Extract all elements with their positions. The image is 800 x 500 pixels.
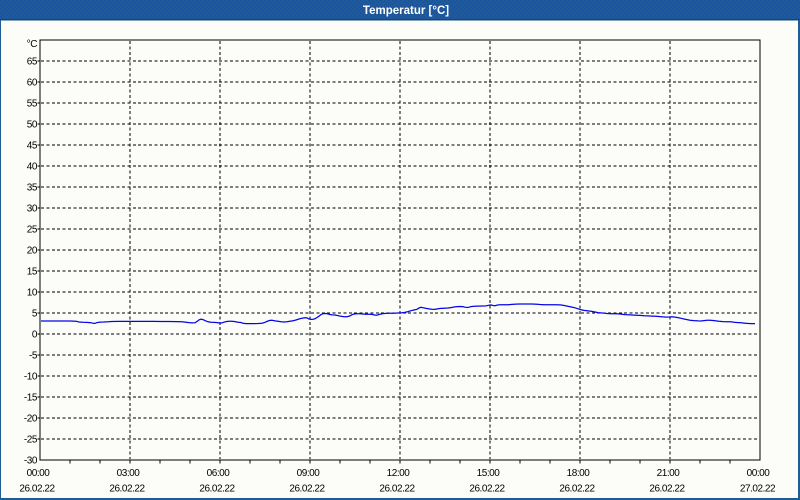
svg-text:26.02.22: 26.02.22 bbox=[289, 484, 325, 495]
svg-text:60: 60 bbox=[27, 78, 38, 89]
svg-text:-5: -5 bbox=[29, 351, 38, 362]
svg-text:-30: -30 bbox=[24, 456, 38, 467]
svg-text:45: 45 bbox=[27, 141, 38, 152]
svg-text:40: 40 bbox=[27, 162, 38, 173]
svg-text:°C: °C bbox=[27, 39, 38, 50]
svg-text:30: 30 bbox=[27, 204, 38, 215]
svg-text:0: 0 bbox=[32, 330, 38, 341]
svg-text:26.02.22: 26.02.22 bbox=[649, 484, 685, 495]
svg-text:15: 15 bbox=[27, 267, 38, 278]
svg-text:5: 5 bbox=[32, 309, 38, 320]
svg-text:-15: -15 bbox=[24, 393, 38, 404]
svg-text:12:00: 12:00 bbox=[387, 468, 411, 479]
svg-text:27.02.22: 27.02.22 bbox=[740, 484, 776, 495]
svg-text:55: 55 bbox=[27, 99, 38, 110]
svg-text:Temperatur [°C]: Temperatur [°C] bbox=[363, 5, 449, 17]
svg-text:26.02.22: 26.02.22 bbox=[19, 484, 55, 495]
svg-text:26.02.22: 26.02.22 bbox=[379, 484, 415, 495]
svg-text:26.02.22: 26.02.22 bbox=[559, 484, 595, 495]
svg-text:-20: -20 bbox=[24, 414, 38, 425]
svg-text:65: 65 bbox=[27, 57, 38, 68]
svg-text:25: 25 bbox=[27, 225, 38, 236]
svg-text:00:00: 00:00 bbox=[747, 468, 771, 479]
svg-text:-10: -10 bbox=[24, 372, 38, 383]
svg-text:-25: -25 bbox=[24, 435, 38, 446]
svg-text:35: 35 bbox=[27, 183, 38, 194]
svg-text:09:00: 09:00 bbox=[297, 468, 321, 479]
svg-text:03:00: 03:00 bbox=[117, 468, 141, 479]
svg-text:50: 50 bbox=[27, 120, 38, 131]
svg-text:26.02.22: 26.02.22 bbox=[109, 484, 145, 495]
svg-text:18:00: 18:00 bbox=[567, 468, 591, 479]
svg-text:10: 10 bbox=[27, 288, 38, 299]
svg-text:20: 20 bbox=[27, 246, 38, 257]
svg-text:26.02.22: 26.02.22 bbox=[469, 484, 505, 495]
svg-text:15:00: 15:00 bbox=[477, 468, 501, 479]
svg-text:00:00: 00:00 bbox=[27, 468, 51, 479]
svg-text:21:00: 21:00 bbox=[657, 468, 681, 479]
svg-text:26.02.22: 26.02.22 bbox=[199, 484, 235, 495]
svg-text:06:00: 06:00 bbox=[207, 468, 231, 479]
